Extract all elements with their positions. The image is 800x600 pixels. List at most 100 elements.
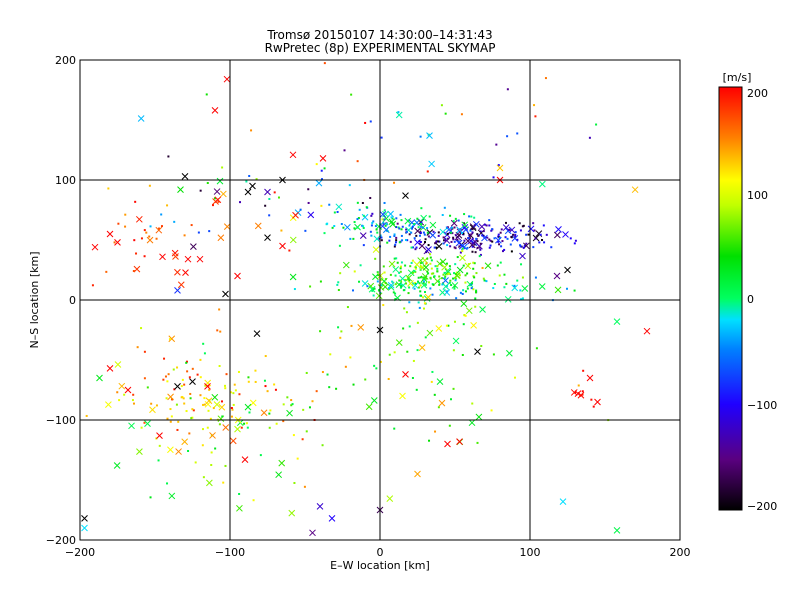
data-point-dot	[394, 274, 397, 277]
data-point-dot	[288, 249, 291, 252]
data-point-dot	[475, 237, 478, 240]
data-point-dot	[466, 272, 469, 275]
data-point-dot	[506, 237, 509, 240]
data-point-dot	[329, 353, 332, 356]
data-point-dot	[237, 370, 240, 373]
data-point-dot	[143, 377, 146, 380]
data-point-dot	[333, 225, 336, 228]
data-point-dot	[497, 240, 500, 243]
data-point-dot	[394, 241, 397, 244]
data-point-dot	[190, 417, 193, 420]
data-point-dot	[440, 104, 443, 107]
data-point-dot	[264, 355, 267, 358]
data-point-dot	[148, 235, 151, 238]
data-point-dot	[396, 261, 399, 264]
data-point-dot	[219, 330, 222, 333]
data-point-dot	[217, 200, 220, 203]
data-point-x	[424, 293, 432, 301]
data-point-dot	[414, 266, 417, 269]
data-point-dot	[399, 267, 402, 270]
data-point-x	[470, 322, 477, 329]
data-point-dot	[429, 276, 432, 279]
data-point-dot	[428, 439, 431, 442]
data-point-dot	[454, 247, 457, 250]
data-point-dot	[375, 228, 378, 231]
data-point-x	[218, 403, 226, 411]
data-point-dot	[430, 380, 433, 383]
data-point-dot	[230, 407, 233, 410]
data-point-dot	[282, 403, 285, 406]
data-point-dot	[171, 398, 174, 401]
data-point-dot	[450, 398, 453, 401]
data-point-dot	[418, 282, 421, 285]
data-point-dot	[481, 234, 484, 237]
data-point-dot	[364, 121, 367, 124]
data-point-x	[144, 420, 151, 427]
data-point-dot	[177, 420, 180, 423]
data-point-dot	[405, 311, 408, 314]
data-point-dot	[473, 224, 476, 227]
data-point-dot	[403, 307, 406, 310]
data-point-dot	[303, 485, 306, 488]
data-point-dot	[286, 396, 289, 399]
data-point-dot	[338, 244, 341, 247]
data-point-dot	[509, 243, 512, 246]
data-point-dot	[339, 272, 342, 275]
y-tick-label: 100	[55, 174, 76, 187]
data-point-dot	[383, 218, 386, 221]
data-point-dot	[296, 457, 299, 460]
data-point-x	[395, 281, 403, 288]
data-point-dot	[143, 350, 146, 353]
data-point-dot	[471, 250, 474, 253]
data-point-dot	[308, 406, 311, 409]
data-point-dot	[471, 245, 474, 248]
data-point-x	[175, 448, 182, 455]
data-point-dot	[451, 232, 454, 235]
data-point-dot	[464, 274, 467, 277]
data-point-x	[217, 234, 225, 242]
data-point-dot	[423, 302, 426, 305]
data-point-dot	[136, 346, 139, 349]
data-point-dot	[268, 197, 271, 200]
data-point-dot	[248, 174, 251, 177]
data-point-dot	[277, 196, 280, 199]
data-point-x	[368, 285, 376, 293]
data-point-dot	[477, 234, 480, 237]
data-point-x	[460, 300, 468, 308]
data-point-x	[444, 440, 451, 448]
data-point-dot	[382, 221, 385, 224]
data-point-dot	[444, 275, 447, 278]
data-point-dot	[513, 376, 516, 379]
data-point-dot	[506, 88, 509, 91]
data-point-dot	[449, 245, 452, 248]
data-point-dot	[412, 359, 415, 362]
data-point-dot	[516, 279, 519, 282]
data-point-dot	[380, 278, 383, 281]
data-point-dot	[520, 298, 523, 301]
data-point-dot	[85, 414, 88, 417]
data-point-dot	[429, 256, 432, 259]
data-point-dot	[204, 384, 207, 387]
data-point-dot	[471, 282, 474, 285]
data-point-dot	[305, 371, 308, 374]
data-point-x	[459, 254, 466, 262]
data-point-dot	[326, 222, 329, 225]
data-point-dot	[482, 277, 485, 280]
data-point-dot	[427, 244, 430, 247]
data-point-dot	[573, 242, 576, 245]
data-point-x	[434, 277, 441, 285]
data-point-dot	[420, 207, 423, 210]
data-point-dot	[328, 203, 331, 206]
data-point-dot	[472, 261, 475, 264]
data-point-dot	[419, 290, 422, 293]
data-point-dot	[291, 403, 294, 406]
data-point-x	[418, 242, 426, 250]
data-point-x	[106, 230, 114, 238]
data-point-dot	[370, 214, 373, 217]
data-point-dot	[203, 352, 206, 355]
data-point-dot	[416, 349, 419, 352]
data-point-dot	[421, 296, 424, 299]
data-point-dot	[434, 430, 437, 433]
data-point-x	[475, 413, 483, 421]
data-point-dot	[400, 261, 403, 264]
